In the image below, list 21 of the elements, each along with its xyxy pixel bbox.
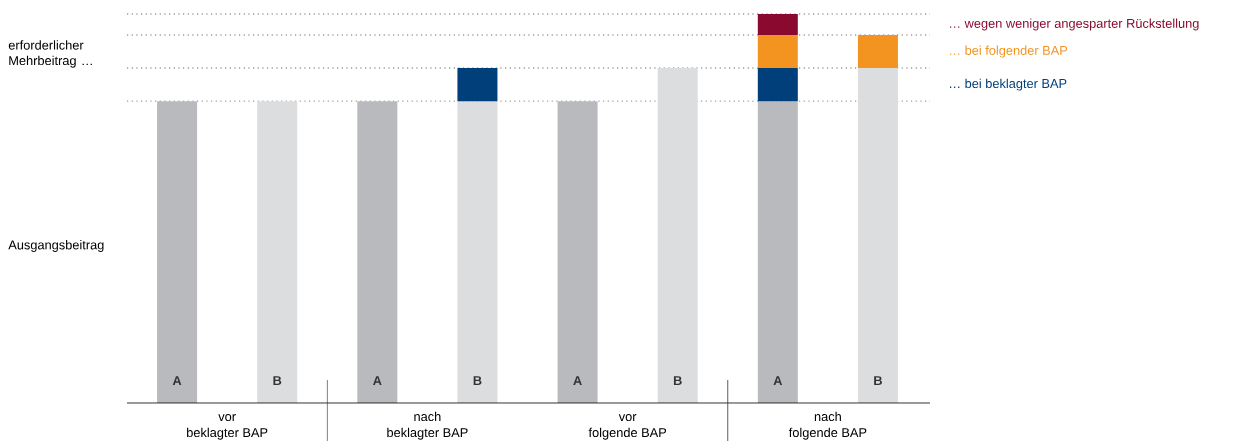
text: vor xyxy=(618,414,637,422)
text: nach xyxy=(814,411,841,422)
text: folgende BAP xyxy=(588,427,667,440)
x-tick-label: B xyxy=(874,376,882,385)
text: vor xyxy=(218,414,236,422)
x-tick-label: B xyxy=(273,376,282,385)
x-tick-label: B xyxy=(673,376,682,385)
x-tick-label: A xyxy=(573,376,582,385)
text: … wegen weniger angesparter Rückstellung xyxy=(950,18,1199,31)
x-tick-label: A xyxy=(172,376,182,385)
text: … bei beklagter BAP xyxy=(950,78,1067,91)
text: beklagter BAP xyxy=(187,427,268,440)
text: nach xyxy=(414,411,441,422)
x-tick-label: B xyxy=(473,376,482,385)
text: Ausgangsbeitrag xyxy=(8,240,104,252)
x-tick-label: A xyxy=(373,376,382,385)
text: beklagter BAP xyxy=(387,427,468,440)
x-tick-label: A xyxy=(773,376,783,385)
text: erforderlicher Mehrbeitrag … xyxy=(8,40,92,68)
text: … bei folgender BAP xyxy=(950,45,1068,58)
text: folgende BAP xyxy=(788,427,867,440)
